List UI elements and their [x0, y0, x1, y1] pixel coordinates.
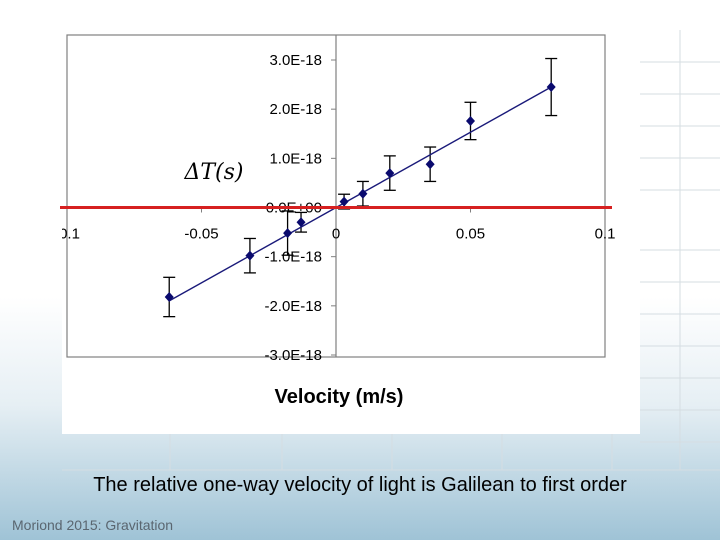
data-point [164, 291, 174, 302]
y-tick-label: -3.0E-18 [264, 347, 322, 364]
x-tick-label: 0.1 [595, 226, 616, 243]
data-point [245, 250, 255, 261]
scatter-chart: 3.0E-18 2.0E-18 1.0E-18 0.0E+00 -1.0E-18 -2.0… [62, 34, 616, 408]
data-point [425, 159, 435, 170]
x-tick-label: -0.05 [184, 226, 218, 243]
x-tick-label: 0.05 [456, 226, 485, 243]
chart-panel: 3.0E-18 2.0E-18 1.0E-18 0.0E+00 -1.0E-18 -2.0… [62, 30, 640, 434]
x-axis-label: Velocity (m/s) [275, 386, 404, 408]
data-point [385, 168, 395, 179]
y-tick-label: 2.0E-18 [269, 101, 322, 118]
data-point [466, 115, 475, 126]
slide-footer: Moriond 2015: Gravitation [12, 517, 174, 533]
data-point [283, 228, 293, 239]
slide-caption: The relative one-way velocity of light i… [93, 474, 627, 496]
data-point [296, 217, 306, 228]
y-tick-label: -2.0E-18 [264, 298, 322, 315]
y-axis-label: ΔT(s) [183, 160, 243, 185]
y-tick-label: 1.0E-18 [269, 150, 322, 167]
x-tick-label: 0 [332, 226, 340, 243]
data-point [339, 196, 349, 207]
y-tick-label: -1.0E-18 [264, 249, 322, 266]
data-point [546, 82, 556, 93]
y-tick-label: 0.0E+00 [266, 200, 322, 217]
y-tick-label: 3.0E-18 [269, 52, 322, 69]
x-tick-label: -0.1 [62, 226, 80, 243]
data-point [358, 188, 368, 199]
